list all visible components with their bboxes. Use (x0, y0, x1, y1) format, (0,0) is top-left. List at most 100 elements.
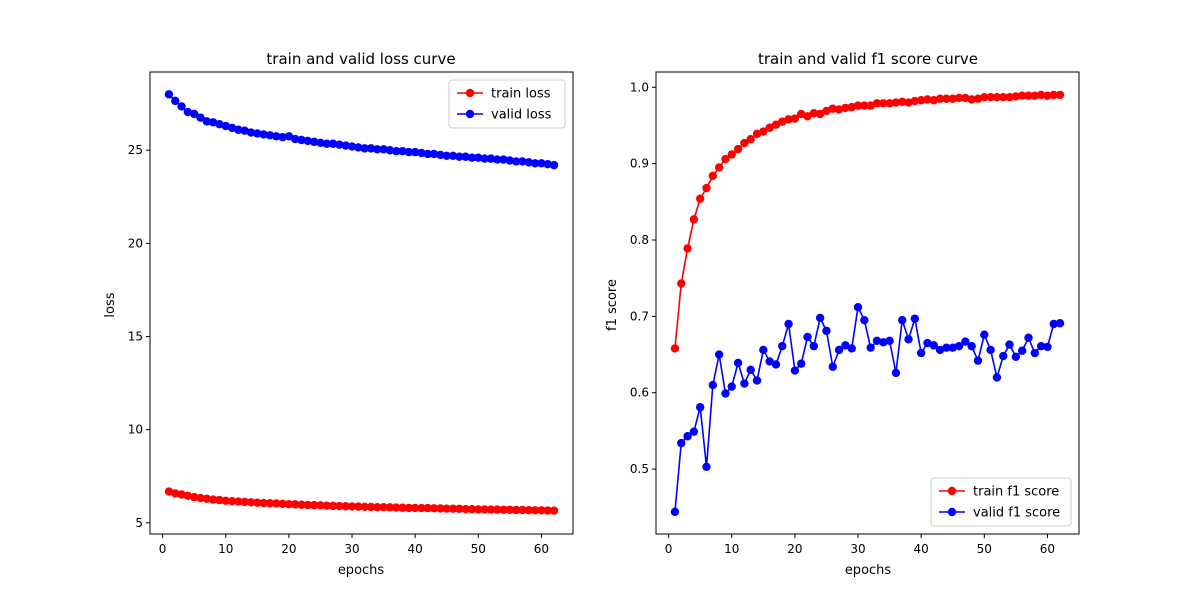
valid-f1-score-point (929, 341, 938, 350)
train-f1-score-point (1049, 90, 1058, 100)
valid-f1-score-point (973, 356, 983, 365)
train-loss-point (518, 505, 527, 515)
train-f1-score-point (828, 104, 837, 113)
valid-f1-score-point (784, 319, 793, 329)
train-f1-score-point (986, 93, 995, 102)
valid-loss-legend-label: valid loss (491, 108, 552, 123)
train-loss-point (385, 503, 395, 512)
loss-legend: train loss valid loss (448, 79, 566, 129)
train-f1-score-point (916, 96, 926, 105)
valid-loss-point (474, 153, 483, 162)
f1-y-tick-label: 1.0 (630, 80, 649, 94)
valid-loss-point (549, 160, 559, 170)
valid-f1-score-point (809, 341, 819, 351)
train-f1-score-point (853, 101, 863, 110)
valid-f1-score-point (866, 343, 875, 352)
train-f1-score-point (942, 94, 951, 103)
valid-loss-point (429, 149, 439, 159)
valid-f1-score-point (980, 330, 989, 339)
train-loss-point (398, 503, 407, 512)
valid-f1-score-point (790, 366, 800, 375)
train-loss-point (177, 490, 186, 499)
valid-f1-score-point (765, 357, 774, 366)
train-f1-score-point (740, 138, 749, 148)
valid-loss-point (537, 159, 546, 168)
valid-f1-score-point (708, 380, 718, 390)
train-f1-score-point (885, 99, 894, 108)
f1-chart: train and valid f1 score curve epochs f1… (605, 50, 1080, 578)
valid-loss-legend-marker (465, 109, 475, 119)
valid-f1-score-point (954, 341, 964, 351)
train-f1-score-point (999, 93, 1008, 102)
valid-loss-point (410, 147, 420, 157)
valid-f1-score-point (1055, 319, 1065, 328)
train-loss-point (417, 503, 426, 513)
valid-loss-point (297, 135, 306, 145)
train-loss-point (366, 502, 376, 512)
f1-y-tick-label: 0.7 (630, 309, 649, 323)
train-f1-score-point (771, 120, 781, 129)
valid-loss-point (467, 153, 477, 162)
valid-f1-score-point (1049, 319, 1058, 329)
valid-f1-score-point (847, 344, 856, 353)
train-loss-point (309, 500, 319, 510)
valid-loss-point (328, 139, 338, 148)
train-f1-score-point (765, 123, 774, 132)
train-f1-score-point (803, 112, 812, 121)
train-loss-point (297, 500, 306, 509)
valid-loss-point (404, 147, 414, 157)
train-loss-point (284, 499, 294, 509)
train-f1-score-point (967, 95, 976, 104)
f1-chart-xlabel: epochs (845, 563, 892, 578)
train-f1-score-point (872, 99, 882, 108)
train-loss-point (448, 504, 458, 513)
valid-loss-point (265, 131, 275, 140)
f1-plot-area (655, 71, 1080, 535)
valid-f1-score-point (822, 326, 831, 336)
train-f1-score-point (695, 194, 705, 203)
f1-x-tick-label: 0 (665, 542, 673, 556)
train-loss-point (373, 502, 382, 512)
train-loss-point (354, 502, 363, 511)
valid-loss-point (291, 134, 300, 144)
train-loss-legend-marker (465, 88, 475, 98)
train-loss-point (202, 494, 212, 503)
train-f1-score-point (689, 215, 699, 224)
train-loss-point (272, 499, 281, 508)
train-loss-point (221, 496, 230, 506)
valid-f1-score-point (1011, 352, 1021, 362)
loss-x-tick-label: 30 (344, 542, 359, 556)
train-loss-point (455, 504, 464, 514)
train-f1-score-point (923, 95, 932, 104)
train-f1-score-point (961, 93, 970, 103)
train-loss-point (335, 501, 344, 511)
valid-loss-point (177, 102, 186, 111)
train-f1-score-point (1055, 90, 1065, 100)
valid-loss-point (524, 158, 534, 167)
valid-f1-score-point (740, 379, 749, 388)
train-f1-score-point (683, 244, 692, 253)
train-loss-point (474, 505, 483, 514)
valid-f1-score-point (797, 359, 806, 368)
valid-f1-score-point (714, 350, 724, 359)
valid-f1-score-point (752, 376, 762, 385)
f1-x-tick-label: 40 (914, 542, 929, 556)
valid-loss-point (436, 150, 445, 160)
train-loss-point (467, 505, 477, 514)
loss-x-tick-label: 60 (534, 542, 549, 556)
train-f1-score-point (815, 109, 825, 119)
valid-f1-score-point (733, 358, 743, 368)
valid-f1-score-point (695, 403, 705, 412)
loss-x-tick-label: 40 (408, 542, 423, 556)
valid-loss-point (259, 130, 268, 139)
train-f1-score-point (1043, 91, 1052, 100)
f1-y-tick-label: 0.5 (630, 462, 649, 476)
train-f1-score-point (746, 135, 755, 144)
valid-loss-point (385, 146, 395, 155)
train-f1-score-point (790, 114, 800, 123)
train-f1-score-point (822, 106, 831, 116)
loss-chart: train and valid loss curve epochs loss 0… (103, 50, 574, 578)
valid-f1-score-point (891, 368, 901, 378)
train-f1-score-point (879, 99, 888, 108)
